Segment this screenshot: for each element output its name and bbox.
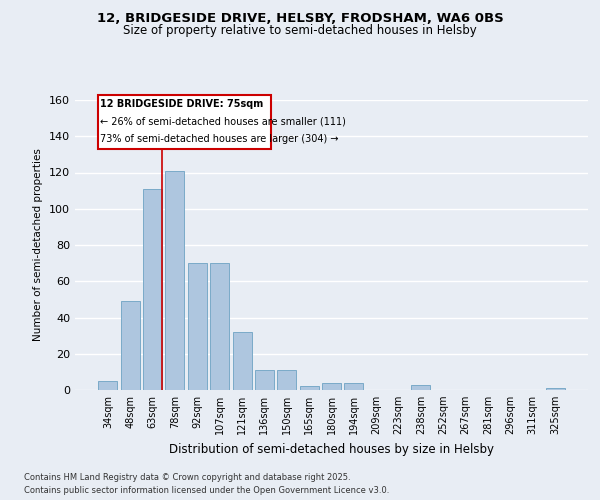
Bar xyxy=(299,386,319,390)
Bar xyxy=(344,383,364,390)
Text: Size of property relative to semi-detached houses in Helsby: Size of property relative to semi-detach… xyxy=(123,24,477,37)
Bar xyxy=(210,263,229,390)
Bar xyxy=(98,381,118,390)
Text: 12 BRIDGESIDE DRIVE: 75sqm: 12 BRIDGESIDE DRIVE: 75sqm xyxy=(100,99,263,109)
Text: ← 26% of semi-detached houses are smaller (111): ← 26% of semi-detached houses are smalle… xyxy=(100,116,346,126)
Bar xyxy=(277,370,296,390)
Bar xyxy=(233,332,251,390)
Text: Contains HM Land Registry data © Crown copyright and database right 2025.: Contains HM Land Registry data © Crown c… xyxy=(24,474,350,482)
Bar xyxy=(166,170,184,390)
Text: 12, BRIDGESIDE DRIVE, HELSBY, FRODSHAM, WA6 0BS: 12, BRIDGESIDE DRIVE, HELSBY, FRODSHAM, … xyxy=(97,12,503,26)
Bar xyxy=(143,189,162,390)
Bar xyxy=(188,263,207,390)
Bar xyxy=(121,301,140,390)
X-axis label: Distribution of semi-detached houses by size in Helsby: Distribution of semi-detached houses by … xyxy=(169,442,494,456)
Text: Contains public sector information licensed under the Open Government Licence v3: Contains public sector information licen… xyxy=(24,486,389,495)
Bar xyxy=(545,388,565,390)
Y-axis label: Number of semi-detached properties: Number of semi-detached properties xyxy=(34,148,43,342)
FancyBboxPatch shape xyxy=(98,94,271,149)
Bar xyxy=(412,384,430,390)
Bar xyxy=(322,383,341,390)
Bar xyxy=(255,370,274,390)
Text: 73% of semi-detached houses are larger (304) →: 73% of semi-detached houses are larger (… xyxy=(100,134,338,143)
